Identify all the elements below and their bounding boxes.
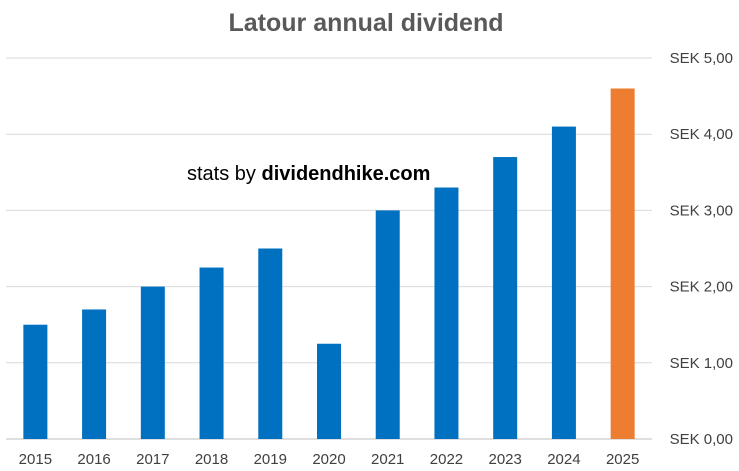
x-tick-label: 2015 (19, 451, 52, 468)
gridlines (6, 57, 652, 440)
bar-2022 (434, 187, 459, 439)
x-tick-label: 2018 (195, 451, 228, 468)
bar-2015 (23, 324, 48, 439)
bar-2017 (140, 286, 165, 439)
watermark-site: dividendhike.com (261, 163, 430, 185)
y-tick-label: SEK 2,00 (670, 279, 733, 296)
bar-2024 (551, 126, 576, 439)
bar-2016 (82, 309, 107, 439)
bar-2018 (199, 267, 224, 439)
x-tick-label: 2020 (312, 451, 345, 468)
y-tick-label: SEK 0,00 (670, 431, 733, 448)
chart-title: Latour annual dividend (228, 9, 503, 37)
x-tick-label: 2019 (254, 451, 287, 468)
x-tick-label: 2017 (136, 451, 169, 468)
y-tick-label: SEK 1,00 (670, 355, 733, 372)
x-tick-label: 2024 (547, 451, 580, 468)
x-tick-label: 2023 (488, 451, 521, 468)
bar-2019 (258, 248, 283, 439)
bars (23, 88, 635, 439)
x-tick-label: 2022 (430, 451, 463, 468)
watermark: stats by dividendhike.com (187, 163, 430, 185)
y-tick-labels: SEK 0,00 SEK 1,00 SEK 2,00 SEK 3,00 SEK 4,00… (670, 50, 733, 448)
y-tick-label: SEK 3,00 (670, 202, 733, 219)
y-tick-label: SEK 4,00 (670, 126, 733, 143)
x-tick-label: 2021 (371, 451, 404, 468)
watermark-prefix: stats by (187, 163, 261, 185)
bar-2025 (610, 88, 635, 439)
y-tick-label: SEK 5,00 (670, 50, 733, 67)
x-tick-label: 2025 (606, 451, 639, 468)
x-tick-labels: 2015 2016 2017 2018 2019 2020 2021 2022 2023 2024… (19, 451, 640, 468)
bar-2023 (493, 157, 518, 439)
bar-2020 (317, 343, 341, 439)
bar-2021 (375, 210, 400, 439)
x-tick-label: 2016 (77, 451, 110, 468)
